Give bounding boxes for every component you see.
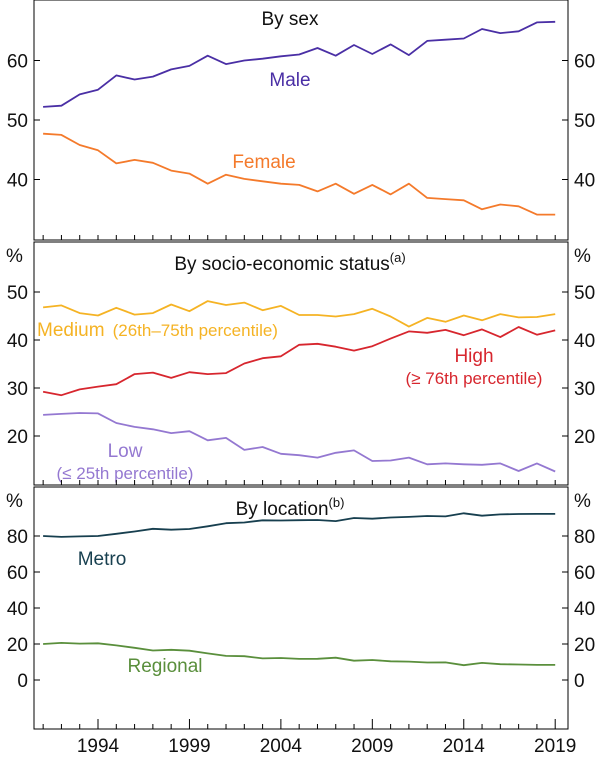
panel-title-text: By sex [261, 9, 319, 30]
y-tick-label-right: 20 [574, 635, 595, 656]
panel-title: By sex [261, 9, 319, 30]
series-line-female [43, 132, 556, 216]
y-unit-label-right: % [574, 491, 591, 512]
panel-title-text: By location [236, 499, 329, 520]
y-tick-label-right: 40 [574, 599, 595, 620]
series-line-low [43, 412, 556, 473]
x-tick-label: 1994 [77, 736, 120, 757]
x-tick-label: 2019 [534, 736, 576, 757]
y-tick-label-left: 20 [7, 427, 28, 448]
series-label-medium: Medium (26th–75th percentile) [37, 320, 278, 341]
y-unit-label-left: % [6, 491, 23, 512]
y-tick-label-right: 20 [574, 427, 595, 448]
series-label-high: High [454, 346, 493, 367]
y-tick-label-left: 80 [7, 527, 28, 548]
series-line-regional [43, 642, 556, 667]
y-tick-label-right: 60 [574, 563, 595, 584]
panel-frame [33, 486, 569, 730]
y-tick-label-right: 40 [574, 331, 595, 352]
panel-title-text: By socio-economic status [174, 254, 389, 275]
panel-title-note: (b) [329, 495, 345, 510]
series-label-detail: (26th–75th percentile) [113, 321, 278, 340]
series-label-male: Male [269, 70, 310, 91]
x-tick-label: 2004 [260, 736, 303, 757]
y-tick-label-right: 80 [574, 527, 595, 548]
panel-title: By socio-economic status(a) [174, 250, 405, 275]
y-tick-label-left: 30 [7, 379, 28, 400]
y-tick-label-right: 50 [574, 111, 595, 132]
panel-frame [33, 0, 569, 241]
series-label-high-detail: (≥ 76th percentile) [406, 369, 543, 388]
y-tick-label-right: 40 [574, 171, 595, 192]
series-label-low: Low [108, 441, 143, 462]
y-tick-label-left: 40 [7, 171, 28, 192]
series-line-high [42, 326, 556, 397]
y-tick-label-left: 60 [7, 563, 28, 584]
y-tick-label-left: 40 [7, 599, 28, 620]
series-label-low-detail: (≤ 25th percentile) [57, 464, 194, 483]
y-unit-label-left: % [6, 246, 23, 267]
x-tick-label: 2014 [443, 736, 486, 757]
series-line-medium [43, 300, 556, 328]
series-label-name: Medium [37, 320, 105, 341]
y-tick-label-right: 60 [574, 52, 595, 73]
y-tick-label-left: 0 [17, 671, 28, 692]
y-tick-label-left: 20 [7, 635, 28, 656]
series-line-metro [43, 512, 556, 538]
series-line-male [43, 20, 556, 108]
y-tick-label-left: 50 [7, 283, 28, 304]
y-tick-label-right: 30 [574, 379, 595, 400]
series-label-metro: Metro [78, 549, 127, 570]
y-tick-label-left: 60 [7, 52, 28, 73]
x-tick-label: 2009 [351, 736, 393, 757]
y-tick-label-left: 40 [7, 331, 28, 352]
x-tick-label: 1999 [168, 736, 210, 757]
y-tick-label-right: 0 [574, 671, 585, 692]
y-tick-label-right: 50 [574, 283, 595, 304]
panel-title-note: (a) [390, 250, 406, 265]
series-label-female: Female [232, 152, 295, 173]
panel-frame [33, 241, 569, 486]
y-tick-label-left: 50 [7, 111, 28, 132]
panel-title: By location(b) [236, 495, 345, 520]
series-label-regional: Regional [128, 656, 203, 677]
y-unit-label-right: % [574, 246, 591, 267]
